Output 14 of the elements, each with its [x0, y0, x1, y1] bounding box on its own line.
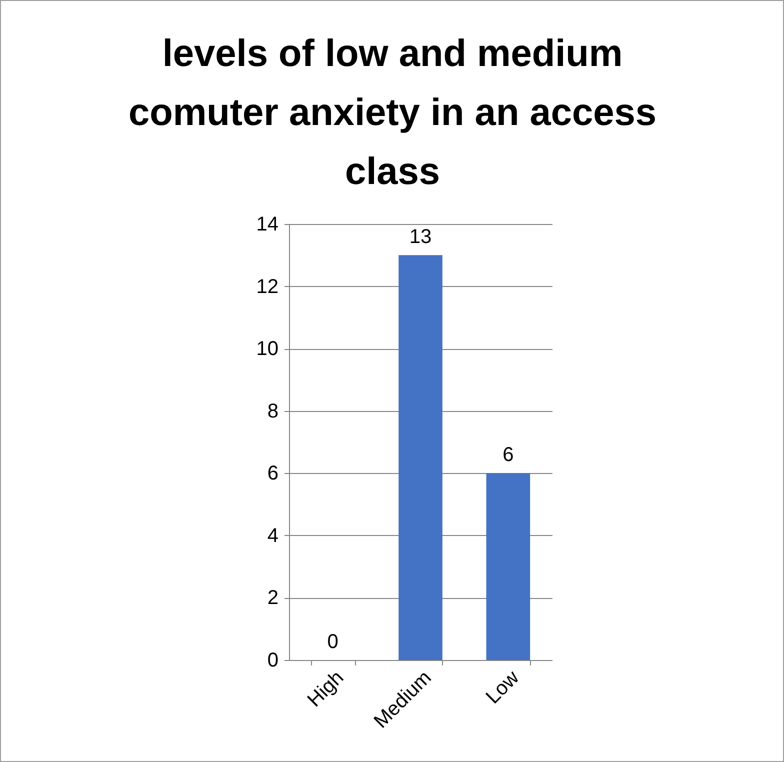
- y-tick-label: 14: [256, 214, 278, 236]
- y-tick-label: 12: [256, 276, 278, 298]
- y-tick-label: 4: [267, 524, 278, 547]
- y-tick-label: 10: [256, 338, 278, 360]
- y-tick-label: 0: [267, 650, 278, 672]
- data-label: 0: [327, 631, 338, 653]
- y-tick-label: 8: [267, 400, 278, 422]
- x-tick-label: Low: [482, 666, 524, 708]
- data-label: 13: [409, 226, 432, 248]
- data-label: 6: [502, 444, 514, 466]
- y-tick-label: 6: [267, 462, 278, 485]
- x-tick-label: High: [304, 666, 348, 712]
- y-tick-label: 2: [267, 587, 278, 610]
- chart-title: levels of low and medium comuter anxiety in an access class: [128, 33, 657, 193]
